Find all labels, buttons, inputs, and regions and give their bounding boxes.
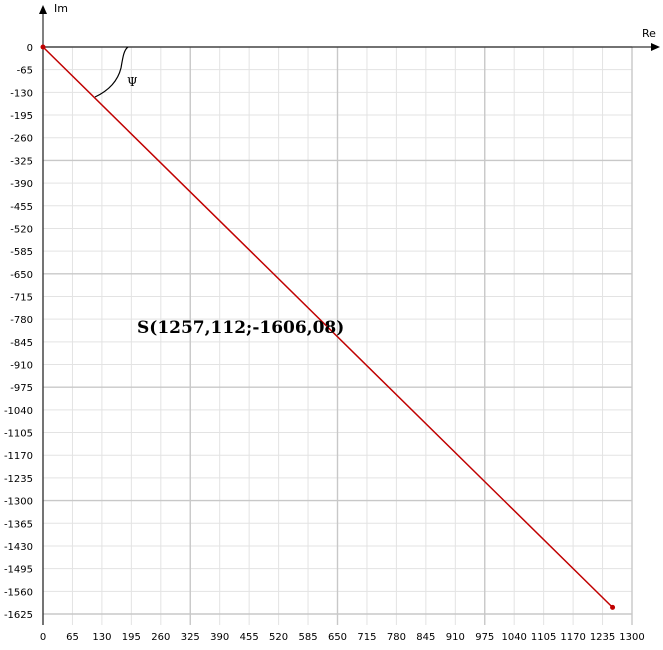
y-tick-label: -1105 — [4, 429, 33, 440]
y-tick-label: -1040 — [4, 406, 33, 417]
y-tick-label: -1170 — [4, 451, 33, 462]
y-tick-label: -325 — [10, 156, 33, 167]
y-tick-label: -1300 — [4, 497, 33, 508]
point-label: S(1257,112;-1606,08) — [137, 318, 344, 338]
y-tick-label: -585 — [10, 247, 33, 258]
y-tick-label: -65 — [17, 66, 33, 77]
y-tick-label: -910 — [10, 361, 33, 372]
y-tick-label: -1495 — [4, 565, 33, 576]
x-tick-label: 910 — [446, 632, 465, 643]
angle-arc — [94, 46, 129, 98]
x-tick-label: 390 — [210, 632, 229, 643]
x-tick-label: 1300 — [619, 632, 644, 643]
y-tick-label: -260 — [10, 134, 33, 145]
x-tick-label: 1040 — [501, 632, 526, 643]
x-axis-label: Re — [642, 27, 656, 40]
x-tick-label: 260 — [151, 632, 170, 643]
x-tick-label: 975 — [475, 632, 494, 643]
y-tick-label: -650 — [10, 270, 33, 281]
y-tick-label: -1430 — [4, 542, 33, 553]
x-tick-label: 1235 — [590, 632, 615, 643]
y-tick-label: -130 — [10, 88, 33, 99]
y-tick-label: -1235 — [4, 474, 33, 485]
x-tick-label: 130 — [92, 632, 111, 643]
x-tick-label: 650 — [328, 632, 347, 643]
y-tick-label: 0 — [27, 43, 33, 54]
y-tick-label: -715 — [10, 292, 33, 303]
y-axis-arrow — [39, 5, 47, 14]
x-tick-label: 195 — [122, 632, 141, 643]
y-axis-label: Im — [54, 2, 68, 15]
y-tick-label: -975 — [10, 383, 33, 394]
y-tick-label: -195 — [10, 111, 33, 122]
axes — [39, 5, 660, 625]
x-tick-label: 520 — [269, 632, 288, 643]
y-tick-label: -1560 — [4, 587, 33, 598]
y-tick-label: -845 — [10, 338, 33, 349]
x-tick-label: 455 — [240, 632, 259, 643]
x-tick-label: 845 — [416, 632, 435, 643]
vector-line — [42, 46, 614, 608]
y-tick-label: -520 — [10, 224, 33, 235]
x-tick-label: 0 — [40, 632, 46, 643]
y-tick-label: -390 — [10, 179, 33, 190]
origin-point — [40, 44, 46, 50]
y-tick-label: -1365 — [4, 519, 33, 530]
angle-label: Ψ — [127, 75, 138, 89]
x-tick-label: 65 — [66, 632, 79, 643]
x-tick-label: 715 — [357, 632, 376, 643]
x-tick-label: 325 — [181, 632, 200, 643]
x-tick-label: 780 — [387, 632, 406, 643]
y-tick-label: -1625 — [4, 610, 33, 621]
x-axis-arrow — [651, 43, 660, 51]
x-tick-labels: 0 65 130 195 260 325 390 455 520 585 650 715 780 845 9… — [40, 632, 645, 643]
y-tick-label: -455 — [10, 202, 33, 213]
y-tick-labels: 0 -65 -130 -195 -260 -325 -390 -455 -520 -585 -650… — [4, 43, 33, 621]
end-point — [610, 604, 616, 610]
y-tick-label: -780 — [10, 315, 33, 326]
x-tick-label: 585 — [299, 632, 318, 643]
x-tick-label: 1170 — [560, 632, 585, 643]
series — [40, 44, 616, 610]
x-tick-label: 1105 — [531, 632, 556, 643]
